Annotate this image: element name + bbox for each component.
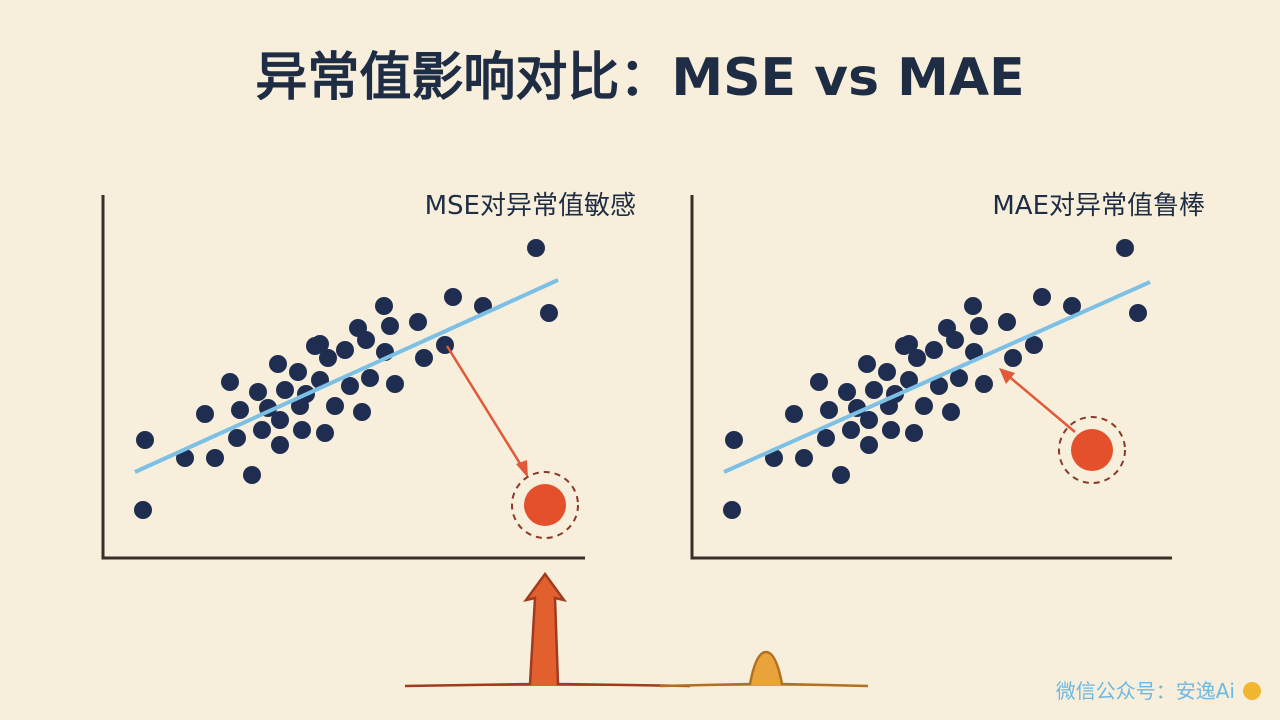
point bbox=[206, 449, 224, 467]
point bbox=[276, 381, 294, 399]
point bbox=[221, 373, 239, 391]
point bbox=[271, 411, 289, 429]
right-panel bbox=[690, 195, 1172, 560]
point bbox=[357, 331, 375, 349]
point bbox=[1116, 239, 1134, 257]
point bbox=[134, 501, 152, 519]
point bbox=[341, 377, 359, 395]
point bbox=[336, 341, 354, 359]
point bbox=[817, 429, 835, 447]
point bbox=[878, 363, 896, 381]
point bbox=[271, 436, 289, 454]
point bbox=[527, 239, 545, 257]
point bbox=[998, 313, 1016, 331]
point bbox=[900, 335, 918, 353]
point bbox=[882, 421, 900, 439]
point bbox=[1033, 288, 1051, 306]
fit-line bbox=[134, 278, 559, 474]
point bbox=[386, 375, 404, 393]
point bbox=[1004, 349, 1022, 367]
point bbox=[381, 317, 399, 335]
point bbox=[353, 403, 371, 421]
point bbox=[316, 424, 334, 442]
point bbox=[326, 397, 344, 415]
outlier-ring bbox=[511, 471, 579, 539]
point bbox=[136, 431, 154, 449]
point bbox=[409, 313, 427, 331]
fit-line bbox=[723, 280, 1151, 474]
outlier bbox=[524, 484, 566, 526]
point bbox=[925, 341, 943, 359]
point bbox=[725, 431, 743, 449]
arrow-head bbox=[999, 368, 1015, 384]
point bbox=[908, 349, 926, 367]
point bbox=[905, 424, 923, 442]
point bbox=[785, 405, 803, 423]
point bbox=[361, 369, 379, 387]
point bbox=[842, 421, 860, 439]
point bbox=[858, 355, 876, 373]
point bbox=[415, 349, 433, 367]
point bbox=[832, 466, 850, 484]
point bbox=[970, 317, 988, 335]
point bbox=[1129, 304, 1147, 322]
point bbox=[228, 429, 246, 447]
point bbox=[860, 411, 878, 429]
loss-bump bbox=[659, 650, 869, 688]
point bbox=[900, 371, 918, 389]
point bbox=[865, 381, 883, 399]
point bbox=[231, 401, 249, 419]
panel-label: MAE对异常值鲁棒 bbox=[992, 191, 1205, 221]
point bbox=[293, 421, 311, 439]
point bbox=[860, 436, 878, 454]
arrow-head bbox=[516, 460, 528, 478]
point bbox=[540, 304, 558, 322]
axes bbox=[690, 195, 1172, 560]
point bbox=[243, 466, 261, 484]
point bbox=[249, 383, 267, 401]
arrow bbox=[445, 345, 526, 471]
point bbox=[1025, 336, 1043, 354]
point bbox=[820, 401, 838, 419]
point bbox=[950, 369, 968, 387]
point bbox=[930, 377, 948, 395]
arrow bbox=[1005, 373, 1076, 433]
loss-spike bbox=[404, 571, 691, 688]
point bbox=[810, 373, 828, 391]
point bbox=[946, 331, 964, 349]
left-panel bbox=[101, 195, 585, 560]
point bbox=[964, 297, 982, 315]
logo bbox=[1243, 682, 1261, 700]
point bbox=[975, 375, 993, 393]
point bbox=[795, 449, 813, 467]
axes bbox=[101, 195, 585, 560]
point bbox=[723, 501, 741, 519]
point bbox=[942, 403, 960, 421]
outlier bbox=[1071, 429, 1113, 471]
panel-label: MSE对异常值敏感 bbox=[425, 191, 636, 221]
point bbox=[289, 363, 307, 381]
point bbox=[319, 349, 337, 367]
point bbox=[253, 421, 271, 439]
point bbox=[269, 355, 287, 373]
outlier-ring bbox=[1058, 416, 1126, 484]
point bbox=[196, 405, 214, 423]
watermark: 微信公众号：安逸Ai bbox=[1056, 679, 1235, 703]
point bbox=[1063, 297, 1081, 315]
point bbox=[838, 383, 856, 401]
point bbox=[311, 335, 329, 353]
point bbox=[375, 297, 393, 315]
title: 异常值影响对比：MSE vs MAE bbox=[255, 48, 1024, 108]
point bbox=[444, 288, 462, 306]
point bbox=[915, 397, 933, 415]
